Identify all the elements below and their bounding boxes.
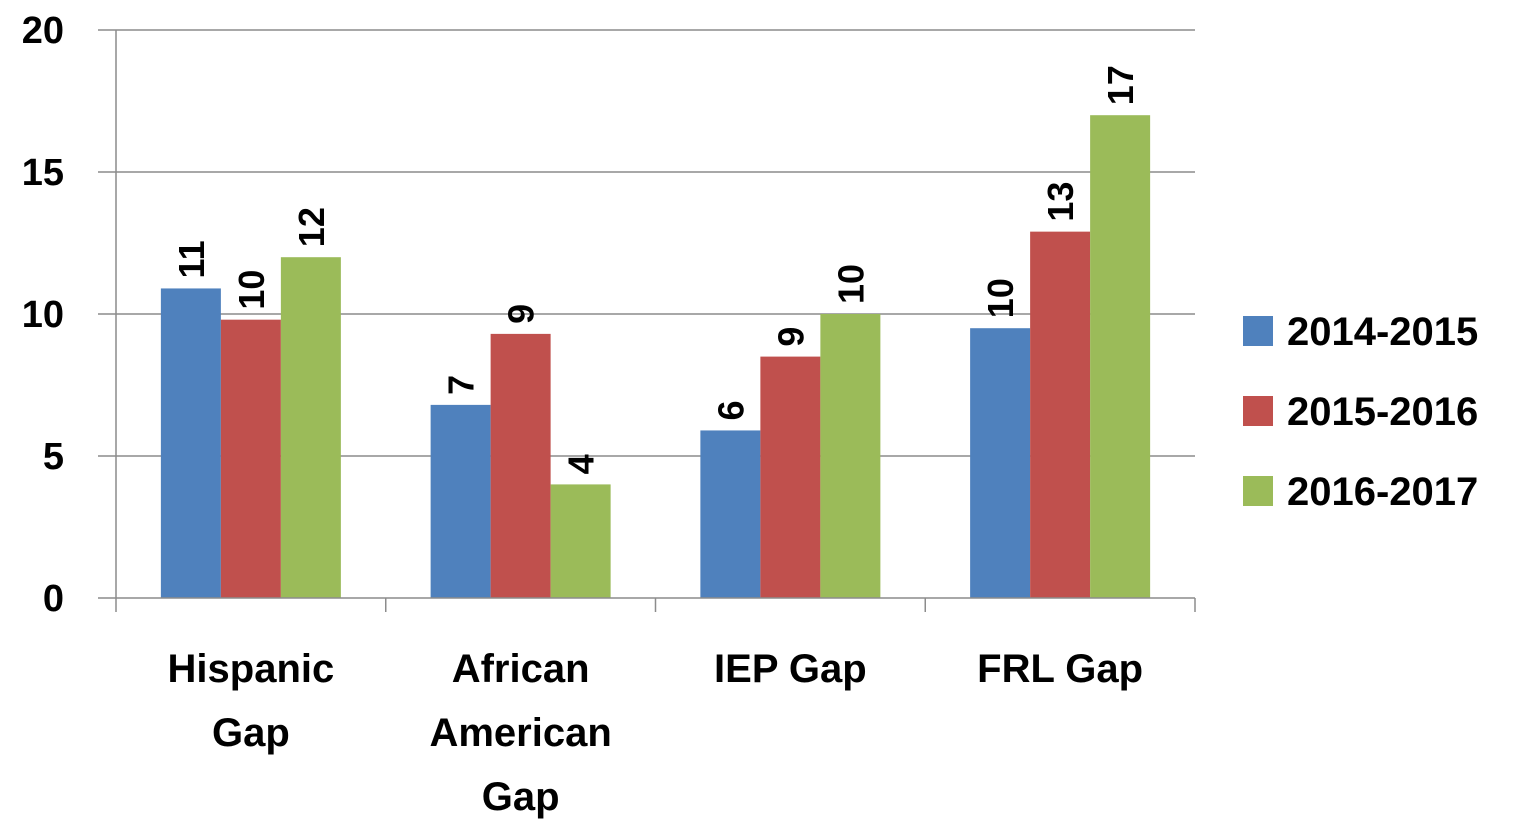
x-axis-labels: Hispanic Gap African American Gap IEP Gap FRL … <box>168 647 1144 819</box>
bar <box>280 257 341 598</box>
y-tick-label: 10 <box>22 294 64 336</box>
y-axis-ticks: 0 5 10 15 20 <box>22 10 64 620</box>
bar <box>430 404 491 598</box>
y-tick-label: 5 <box>43 436 64 478</box>
data-label: 6 <box>710 400 751 420</box>
data-label: 17 <box>1100 65 1141 105</box>
x-tick-label: Gap <box>212 711 290 755</box>
legend-label: 2014-2015 <box>1287 310 1478 354</box>
data-label: 12 <box>291 207 332 247</box>
data-label: 11 <box>171 240 212 278</box>
legend-swatch <box>1243 316 1273 346</box>
bars <box>160 115 1151 598</box>
bar <box>220 319 281 598</box>
x-tick-label: FRL Gap <box>977 647 1143 691</box>
x-tick-label: Gap <box>482 775 560 819</box>
x-tick-label: African <box>452 647 590 691</box>
data-label: 4 <box>561 454 602 474</box>
x-tick-label: IEP Gap <box>714 647 867 691</box>
x-tick-label: Hispanic <box>168 647 335 691</box>
bar <box>160 288 221 598</box>
bar <box>1090 115 1151 598</box>
bar <box>760 356 821 598</box>
legend-swatch <box>1243 476 1273 506</box>
legend-label: 2015-2016 <box>1287 390 1478 434</box>
data-label: 10 <box>830 264 871 304</box>
legend: 2014-2015 2015-2016 2016-2017 <box>1243 310 1478 514</box>
y-tick-label: 15 <box>22 152 64 194</box>
bar <box>820 314 881 598</box>
data-label: 10 <box>231 270 272 310</box>
axes <box>98 29 1196 612</box>
y-tick-label: 0 <box>43 578 64 620</box>
bar <box>1030 231 1091 598</box>
data-labels: 11 10 12 7 9 4 6 9 10 10 13 17 <box>171 65 1141 474</box>
data-label: 9 <box>501 304 542 324</box>
data-label: 9 <box>770 327 811 347</box>
data-label: 10 <box>980 278 1021 318</box>
x-tick-label: American <box>429 711 611 755</box>
data-label: 7 <box>441 375 482 395</box>
legend-label: 2016-2017 <box>1287 470 1478 514</box>
bar <box>490 333 551 598</box>
bar <box>700 430 761 598</box>
data-label: 13 <box>1040 182 1081 222</box>
bar <box>970 328 1031 598</box>
bar <box>550 484 611 598</box>
y-tick-label: 20 <box>22 10 64 52</box>
legend-swatch <box>1243 396 1273 426</box>
